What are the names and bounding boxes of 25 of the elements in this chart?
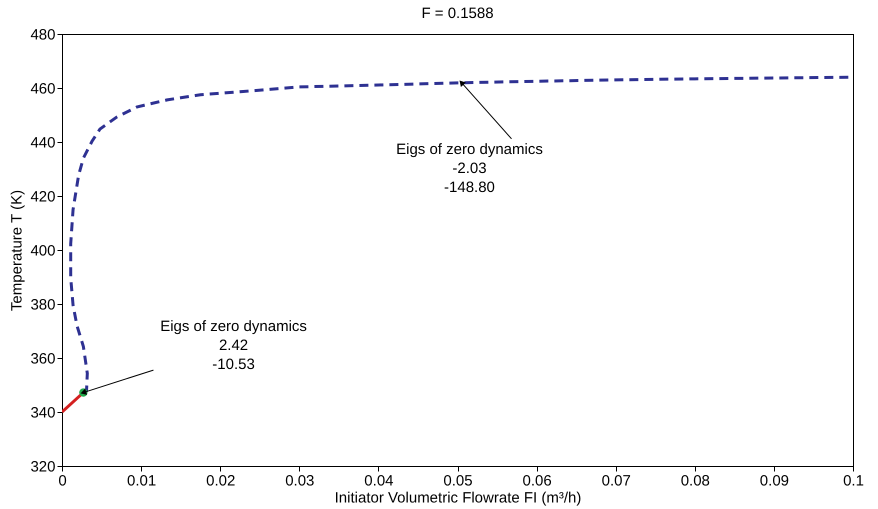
x-tick-label: 0.04 [364, 472, 394, 490]
x-tick-label: 0 [58, 472, 67, 490]
y-tick-label: 480 [30, 26, 56, 44]
x-tick-label: 0.02 [206, 472, 236, 490]
x-tick-label: 0.07 [602, 472, 631, 490]
x-tick-label: 0.01 [127, 472, 156, 490]
y-tick-label: 360 [30, 350, 56, 368]
x-tick-label: 0.09 [760, 472, 789, 490]
x-tick-label: 0.1 [843, 472, 864, 490]
annotation: Eigs of zero dynamics -2.03 -148.80 [396, 140, 543, 196]
y-tick-label: 420 [30, 188, 56, 206]
y-tick-label: 320 [30, 458, 56, 476]
y-tick-label: 380 [30, 296, 56, 314]
y-tick-label: 460 [30, 80, 56, 98]
y-tick-label: 340 [30, 404, 56, 422]
x-tick-label: 0.08 [680, 472, 710, 490]
x-tick-label: 0.05 [443, 472, 473, 490]
y-axis-title: Temperature T (K) [8, 190, 26, 312]
chart-title: F = 0.1588 [421, 5, 494, 22]
x-tick-label: 0.03 [285, 472, 314, 490]
x-tick-label: 0.06 [522, 472, 552, 490]
annotation: Eigs of zero dynamics 2.42 -10.53 [160, 318, 307, 374]
y-tick-label: 400 [30, 242, 56, 260]
y-tick-label: 440 [30, 134, 56, 152]
x-axis-title: Initiator Volumetric Flowrate FI (m³/h) [334, 490, 582, 506]
